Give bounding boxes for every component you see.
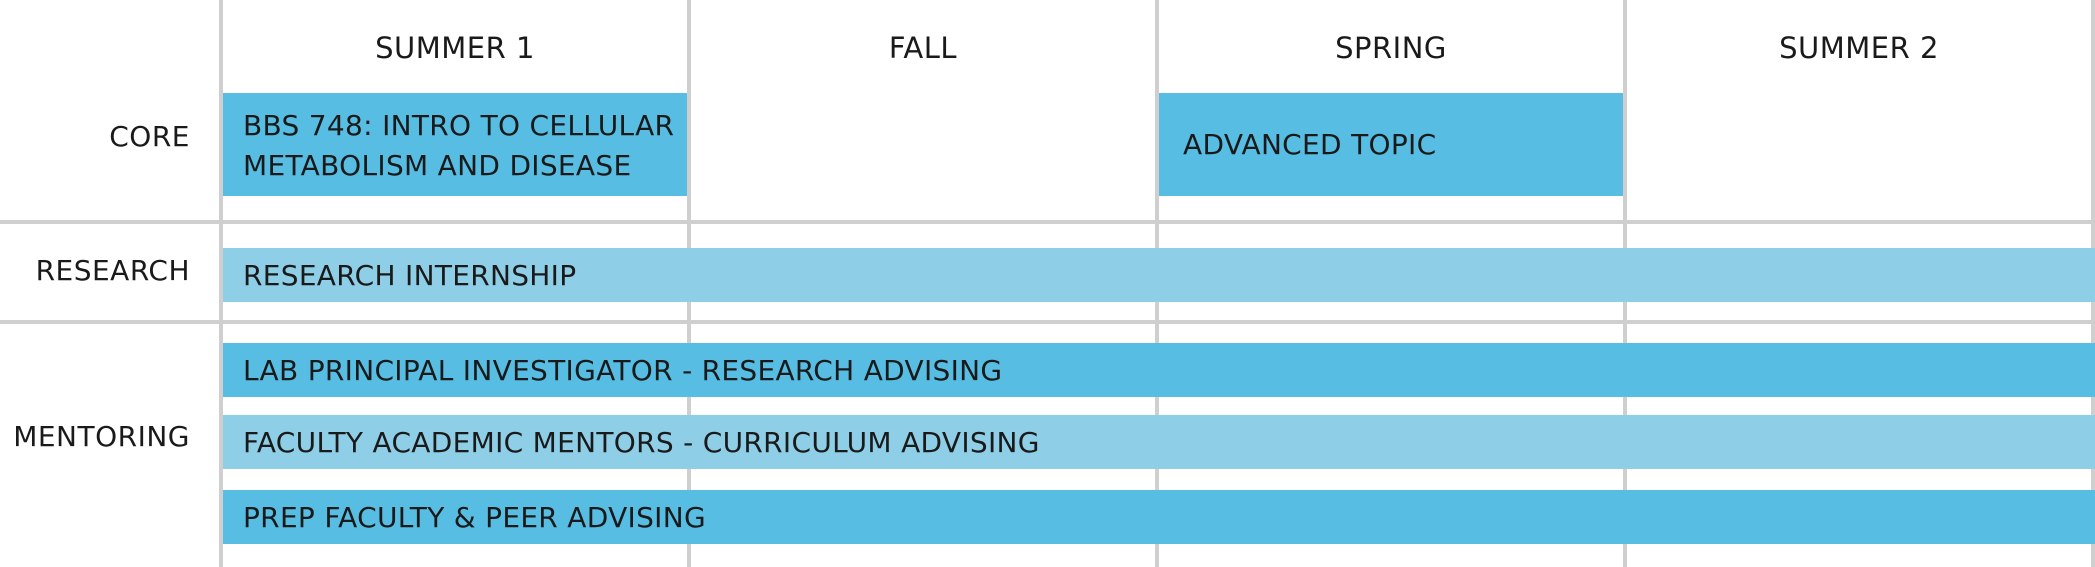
mentoring-faculty-mentors-bar: FACULTY ACADEMIC MENTORS - CURRICULUM AD… (223, 415, 2095, 469)
research-internship-bar: RESEARCH INTERNSHIP (223, 248, 2095, 302)
mentoring-prep-faculty-label: PREP FACULTY & PEER ADVISING (243, 500, 706, 534)
column-header-fall: FALL (888, 31, 958, 65)
core-course-bbs748-label: BBS 748: INTRO TO CELLULAR METABOLISM AN… (243, 108, 675, 182)
grid-line-left (219, 0, 223, 567)
column-header-summer-1: SUMMER 1 (375, 31, 535, 65)
row-divider-core-research (0, 220, 2095, 224)
core-course-advanced-topic: ADVANCED TOPIC (1159, 93, 1623, 196)
research-internship-label: RESEARCH INTERNSHIP (243, 258, 577, 292)
row-label-mentoring: MENTORING (13, 420, 190, 453)
column-header-summer-2: SUMMER 2 (1779, 31, 1939, 65)
row-divider-research-mentoring (0, 320, 2095, 324)
mentoring-lab-pi-bar: LAB PRINCIPAL INVESTIGATOR - RESEARCH AD… (223, 343, 2095, 397)
core-course-bbs748: BBS 748: INTRO TO CELLULAR METABOLISM AN… (223, 93, 687, 196)
column-header-spring: SPRING (1335, 31, 1447, 65)
mentoring-prep-faculty-bar: PREP FACULTY & PEER ADVISING (223, 490, 2095, 544)
mentoring-faculty-mentors-label: FACULTY ACADEMIC MENTORS - CURRICULUM AD… (243, 425, 1040, 459)
core-course-advanced-topic-label: ADVANCED TOPIC (1183, 128, 1437, 161)
row-label-core: CORE (109, 120, 190, 153)
mentoring-lab-pi-label: LAB PRINCIPAL INVESTIGATOR - RESEARCH AD… (243, 353, 1003, 387)
row-label-research: RESEARCH (35, 254, 190, 287)
